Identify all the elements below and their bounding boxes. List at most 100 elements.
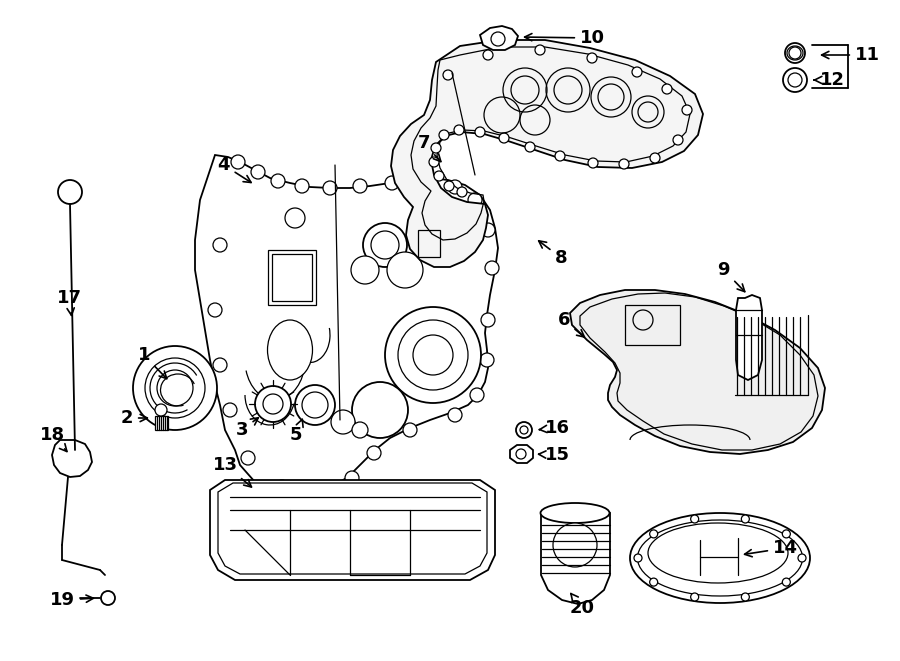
Text: 11: 11 bbox=[822, 46, 880, 64]
Circle shape bbox=[311, 483, 325, 497]
Circle shape bbox=[742, 593, 750, 601]
Circle shape bbox=[475, 127, 485, 137]
Ellipse shape bbox=[541, 503, 609, 523]
Polygon shape bbox=[480, 26, 518, 50]
Circle shape bbox=[418, 173, 432, 187]
Circle shape bbox=[682, 105, 692, 115]
Circle shape bbox=[525, 142, 535, 152]
Circle shape bbox=[213, 358, 227, 372]
Circle shape bbox=[553, 523, 597, 567]
Circle shape bbox=[555, 151, 565, 161]
Circle shape bbox=[782, 578, 790, 586]
Circle shape bbox=[271, 174, 285, 188]
Polygon shape bbox=[570, 290, 825, 454]
Circle shape bbox=[690, 593, 698, 601]
Circle shape bbox=[387, 252, 423, 288]
Text: 9: 9 bbox=[717, 261, 745, 292]
Circle shape bbox=[371, 231, 399, 259]
Text: 10: 10 bbox=[525, 29, 605, 47]
Circle shape bbox=[448, 408, 462, 422]
Circle shape bbox=[58, 180, 82, 204]
Circle shape bbox=[782, 530, 790, 538]
Text: 6: 6 bbox=[557, 311, 584, 337]
Circle shape bbox=[403, 423, 417, 437]
Circle shape bbox=[157, 370, 193, 406]
Circle shape bbox=[231, 155, 245, 169]
Circle shape bbox=[367, 446, 381, 460]
Circle shape bbox=[588, 158, 598, 168]
Circle shape bbox=[208, 303, 222, 317]
Text: 7: 7 bbox=[418, 134, 441, 161]
Polygon shape bbox=[736, 295, 762, 380]
Text: 20: 20 bbox=[570, 594, 595, 617]
Circle shape bbox=[634, 554, 642, 562]
Circle shape bbox=[520, 426, 528, 434]
Circle shape bbox=[662, 84, 672, 94]
Circle shape bbox=[413, 335, 453, 375]
Circle shape bbox=[587, 53, 597, 63]
Polygon shape bbox=[272, 254, 312, 301]
Circle shape bbox=[516, 422, 532, 438]
Circle shape bbox=[650, 530, 658, 538]
Text: 17: 17 bbox=[57, 289, 82, 315]
Circle shape bbox=[385, 176, 399, 190]
Circle shape bbox=[690, 515, 698, 523]
Text: 16: 16 bbox=[539, 419, 570, 437]
Circle shape bbox=[470, 388, 484, 402]
Circle shape bbox=[650, 578, 658, 586]
Text: 12: 12 bbox=[814, 71, 845, 89]
Text: 8: 8 bbox=[539, 241, 568, 267]
Text: 4: 4 bbox=[218, 156, 251, 182]
Circle shape bbox=[351, 256, 379, 284]
Circle shape bbox=[481, 223, 495, 237]
Circle shape bbox=[468, 193, 482, 207]
Polygon shape bbox=[268, 250, 316, 305]
Circle shape bbox=[481, 313, 495, 327]
Circle shape bbox=[145, 358, 205, 418]
Circle shape bbox=[448, 180, 462, 194]
Circle shape bbox=[263, 394, 283, 414]
Circle shape bbox=[742, 515, 750, 523]
Circle shape bbox=[295, 385, 335, 425]
Circle shape bbox=[331, 410, 355, 434]
Polygon shape bbox=[510, 445, 533, 463]
Circle shape bbox=[454, 125, 464, 135]
Circle shape bbox=[650, 153, 660, 163]
Text: 15: 15 bbox=[538, 446, 570, 464]
Circle shape bbox=[783, 68, 807, 92]
Text: 18: 18 bbox=[40, 426, 67, 451]
Text: 14: 14 bbox=[744, 539, 798, 557]
Polygon shape bbox=[155, 416, 168, 430]
Polygon shape bbox=[195, 155, 498, 498]
Polygon shape bbox=[391, 40, 703, 267]
Text: 19: 19 bbox=[50, 591, 94, 609]
Circle shape bbox=[485, 261, 499, 275]
Circle shape bbox=[155, 404, 167, 416]
Circle shape bbox=[241, 451, 255, 465]
Circle shape bbox=[255, 386, 291, 422]
Circle shape bbox=[431, 143, 441, 153]
Circle shape bbox=[352, 422, 368, 438]
Circle shape bbox=[535, 45, 545, 55]
Circle shape bbox=[444, 181, 454, 191]
Circle shape bbox=[789, 47, 801, 59]
Text: 13: 13 bbox=[213, 456, 251, 487]
Circle shape bbox=[352, 382, 408, 438]
Circle shape bbox=[483, 50, 493, 60]
Circle shape bbox=[323, 181, 337, 195]
Polygon shape bbox=[541, 513, 610, 604]
Circle shape bbox=[251, 165, 265, 179]
Circle shape bbox=[213, 238, 227, 252]
Circle shape bbox=[632, 67, 642, 77]
Circle shape bbox=[385, 307, 481, 403]
Text: 2: 2 bbox=[121, 409, 148, 427]
Text: 1: 1 bbox=[138, 346, 166, 379]
Circle shape bbox=[785, 43, 805, 63]
Circle shape bbox=[275, 480, 289, 494]
Circle shape bbox=[788, 73, 802, 87]
Text: 5: 5 bbox=[290, 419, 303, 444]
Circle shape bbox=[480, 353, 494, 367]
Circle shape bbox=[398, 320, 468, 390]
Circle shape bbox=[363, 223, 407, 267]
Circle shape bbox=[353, 179, 367, 193]
